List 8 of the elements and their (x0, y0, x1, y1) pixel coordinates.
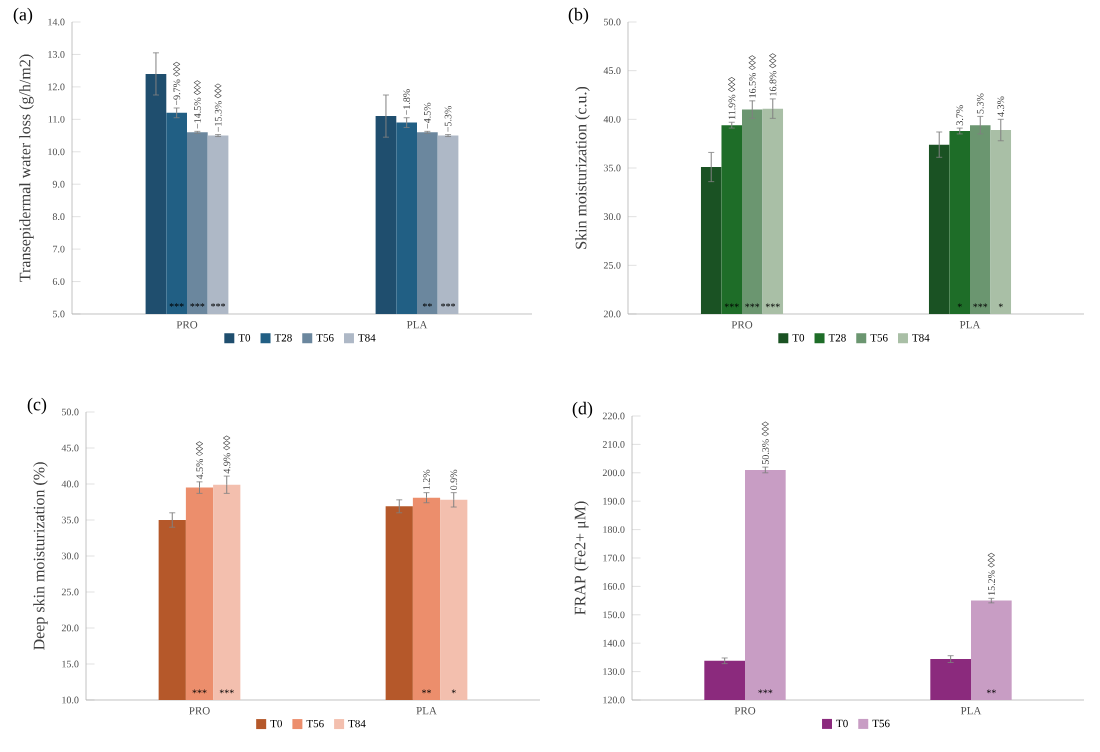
chart-title: (d) (572, 401, 593, 419)
chart-title: (b) (568, 7, 589, 25)
y-axis-title: Deep skin moisturization (%) (33, 462, 48, 650)
chart-title: (a) (13, 7, 33, 25)
y-axis-title: Transepidermal water loss (g/h/m2) (19, 54, 34, 282)
y-axis-title: FRAP (Fe2+ μM) (574, 501, 589, 615)
y-axis-title: Skin moisturization (c.u.) (575, 86, 590, 249)
chart-title: (c) (27, 397, 47, 415)
